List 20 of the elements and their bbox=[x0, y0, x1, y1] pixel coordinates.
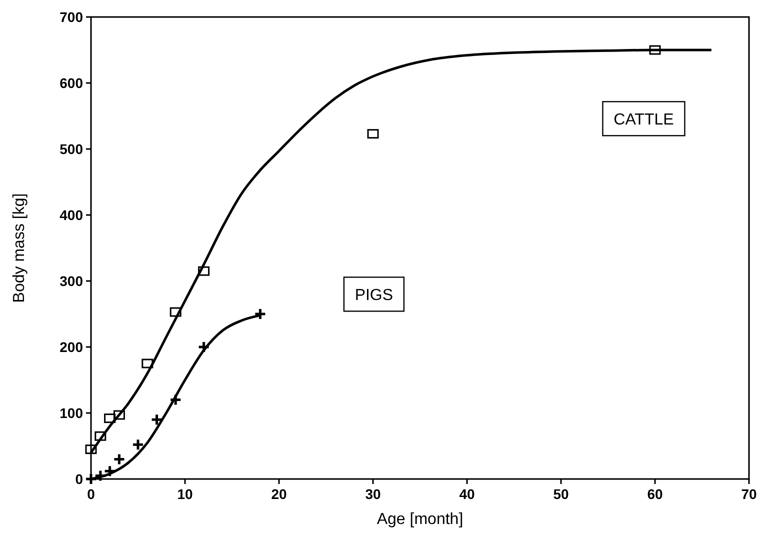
x-tick-label: 0 bbox=[87, 486, 96, 502]
x-tick-label: 60 bbox=[647, 486, 663, 502]
x-tick-label: 10 bbox=[177, 486, 193, 502]
x-tick-label: 20 bbox=[271, 486, 287, 502]
text: CATTLE bbox=[614, 112, 674, 129]
text: PIGS bbox=[354, 287, 394, 304]
x-tick-label: 70 bbox=[741, 486, 757, 502]
y-tick-label: 300 bbox=[60, 273, 84, 289]
y-tick-label: 500 bbox=[60, 141, 84, 157]
y-tick-label: 700 bbox=[60, 9, 84, 25]
y-tick-label: 0 bbox=[75, 471, 84, 487]
y-tick-label: 600 bbox=[60, 75, 84, 91]
x-tick-label: 50 bbox=[553, 486, 569, 502]
x-axis-title: Age [month] bbox=[376, 511, 464, 528]
x-tick-label: 40 bbox=[459, 486, 475, 502]
y-tick-label: 400 bbox=[60, 207, 84, 223]
y-tick-label: 100 bbox=[60, 405, 84, 421]
y-axis-title: Body mass [kg] bbox=[11, 193, 28, 303]
x-tick-label: 30 bbox=[365, 486, 381, 502]
y-tick-label: 200 bbox=[60, 339, 84, 355]
